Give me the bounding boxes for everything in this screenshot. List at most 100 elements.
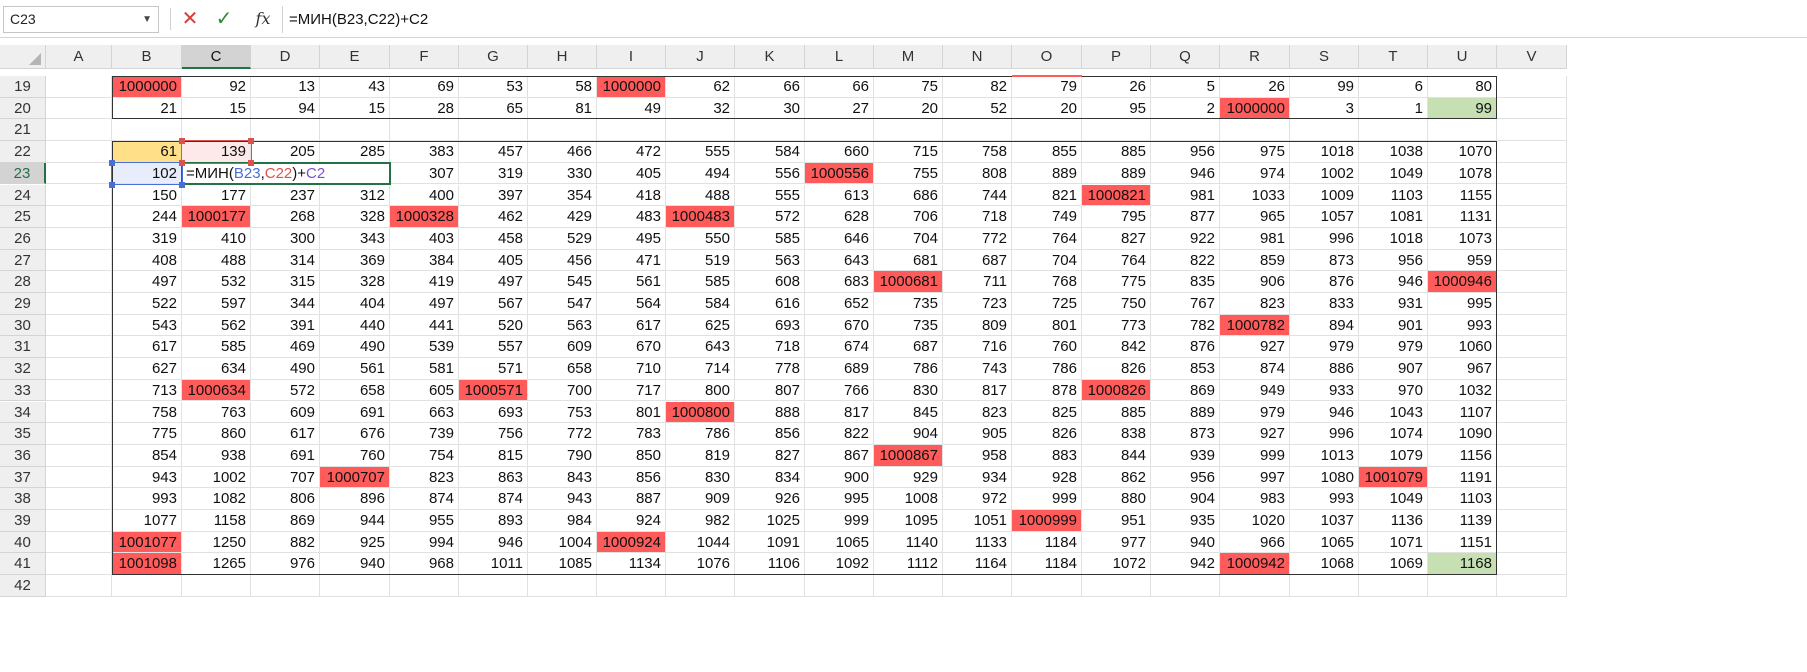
cell-t27[interactable]: 956 (1359, 249, 1428, 272)
cell-u19[interactable]: 80 (1428, 76, 1497, 98)
cell-l36[interactable]: 867 (805, 444, 874, 467)
cell-j42[interactable] (666, 575, 735, 597)
cell-v29[interactable] (1497, 293, 1567, 315)
cell-m25[interactable]: 706 (874, 206, 943, 228)
cell-n23[interactable]: 808 (943, 162, 1012, 185)
cell-edit-box[interactable]: =МИН(B23,C22)+C2 (181, 161, 391, 186)
cell-t32[interactable]: 907 (1359, 358, 1428, 380)
cell-l23[interactable]: 1000556 (805, 162, 874, 185)
cell-b21[interactable] (112, 119, 182, 142)
cell-q30[interactable]: 782 (1151, 314, 1220, 337)
cell-h34[interactable]: 753 (528, 401, 597, 424)
cell-e35[interactable]: 676 (320, 423, 390, 445)
cell-a22[interactable] (46, 141, 112, 163)
cell-k23[interactable]: 556 (735, 162, 805, 185)
cell-b30[interactable]: 543 (112, 314, 182, 337)
cell-h19[interactable]: 58 (528, 76, 597, 98)
cell-o29[interactable]: 725 (1012, 293, 1082, 315)
cell-b29[interactable]: 522 (112, 293, 182, 315)
cell-o27[interactable]: 704 (1012, 249, 1082, 272)
cell-s42[interactable] (1290, 575, 1359, 597)
cell-s20[interactable]: 3 (1290, 97, 1359, 120)
cell-i28[interactable]: 561 (597, 271, 666, 293)
cell-i34[interactable]: 801 (597, 401, 666, 424)
cell-k40[interactable]: 1091 (735, 531, 805, 554)
column-header-g[interactable]: G (459, 45, 528, 69)
cell-b24[interactable]: 150 (112, 184, 182, 207)
row-header-23[interactable]: 23 (0, 162, 46, 185)
cell-d39[interactable]: 869 (251, 510, 320, 532)
cell-s29[interactable]: 833 (1290, 293, 1359, 315)
cell-c25[interactable]: 1000177 (182, 206, 251, 228)
cell-k42[interactable] (735, 575, 805, 597)
cell-p34[interactable]: 885 (1082, 401, 1151, 424)
cell-n36[interactable]: 958 (943, 444, 1012, 467)
formula-input[interactable]: =МИН(B23,C22)+C2 (282, 6, 1804, 33)
cell-p28[interactable]: 775 (1082, 271, 1151, 293)
cell-s23[interactable]: 1002 (1290, 162, 1359, 185)
cell-u23[interactable]: 1078 (1428, 162, 1497, 185)
cell-g26[interactable]: 458 (459, 227, 528, 250)
cell-t19[interactable]: 6 (1359, 76, 1428, 98)
cell-b31[interactable]: 617 (112, 336, 182, 359)
cell-m22[interactable]: 715 (874, 141, 943, 163)
cell-v40[interactable] (1497, 531, 1567, 554)
column-header-h[interactable]: H (528, 45, 597, 69)
cell-a42[interactable] (46, 575, 112, 597)
cell-k21[interactable] (735, 119, 805, 142)
row-header-33[interactable]: 33 (0, 379, 46, 402)
cell-u29[interactable]: 995 (1428, 293, 1497, 315)
cell-v41[interactable] (1497, 553, 1567, 576)
cell-t31[interactable]: 979 (1359, 336, 1428, 359)
cell-u37[interactable]: 1191 (1428, 466, 1497, 489)
cell-o32[interactable]: 786 (1012, 358, 1082, 380)
cell-n19[interactable]: 82 (943, 76, 1012, 98)
cell-l38[interactable]: 995 (805, 488, 874, 510)
cell-s21[interactable] (1290, 119, 1359, 142)
cell-k30[interactable]: 693 (735, 314, 805, 337)
cell-a26[interactable] (46, 227, 112, 250)
cell-n39[interactable]: 1051 (943, 510, 1012, 532)
column-header-i[interactable]: I (597, 45, 666, 69)
cell-m30[interactable]: 735 (874, 314, 943, 337)
cell-s39[interactable]: 1037 (1290, 510, 1359, 532)
cell-l22[interactable]: 660 (805, 141, 874, 163)
cell-n35[interactable]: 905 (943, 423, 1012, 445)
cell-e39[interactable]: 944 (320, 510, 390, 532)
column-header-k[interactable]: K (735, 45, 805, 69)
cell-d41[interactable]: 976 (251, 553, 320, 576)
cell-m20[interactable]: 20 (874, 97, 943, 120)
cell-q27[interactable]: 822 (1151, 249, 1220, 272)
cell-t29[interactable]: 931 (1359, 293, 1428, 315)
cell-s27[interactable]: 873 (1290, 249, 1359, 272)
cell-f24[interactable]: 400 (390, 184, 459, 207)
cell-d36[interactable]: 691 (251, 444, 320, 467)
cell-u41[interactable]: 1168 (1428, 553, 1497, 576)
cell-a28[interactable] (46, 271, 112, 293)
cell-m32[interactable]: 786 (874, 358, 943, 380)
cell-t34[interactable]: 1043 (1359, 401, 1428, 424)
cell-d42[interactable] (251, 575, 320, 597)
cell-q34[interactable]: 889 (1151, 401, 1220, 424)
cell-e29[interactable]: 404 (320, 293, 390, 315)
cell-g35[interactable]: 756 (459, 423, 528, 445)
cell-i21[interactable] (597, 119, 666, 142)
cell-o35[interactable]: 826 (1012, 423, 1082, 445)
cell-g30[interactable]: 520 (459, 314, 528, 337)
cell-r32[interactable]: 874 (1220, 358, 1290, 380)
cell-i37[interactable]: 856 (597, 466, 666, 489)
cell-r27[interactable]: 859 (1220, 249, 1290, 272)
cell-j37[interactable]: 830 (666, 466, 735, 489)
cell-p33[interactable]: 1000826 (1082, 379, 1151, 402)
cell-c31[interactable]: 585 (182, 336, 251, 359)
cell-c29[interactable]: 597 (182, 293, 251, 315)
cell-n34[interactable]: 823 (943, 401, 1012, 424)
cell-c28[interactable]: 532 (182, 271, 251, 293)
cell-r36[interactable]: 999 (1220, 444, 1290, 467)
cell-v25[interactable] (1497, 206, 1567, 228)
cell-a23[interactable] (46, 162, 112, 185)
cell-k31[interactable]: 718 (735, 336, 805, 359)
cell-q40[interactable]: 940 (1151, 531, 1220, 554)
cell-j27[interactable]: 519 (666, 249, 735, 272)
cell-r37[interactable]: 997 (1220, 466, 1290, 489)
